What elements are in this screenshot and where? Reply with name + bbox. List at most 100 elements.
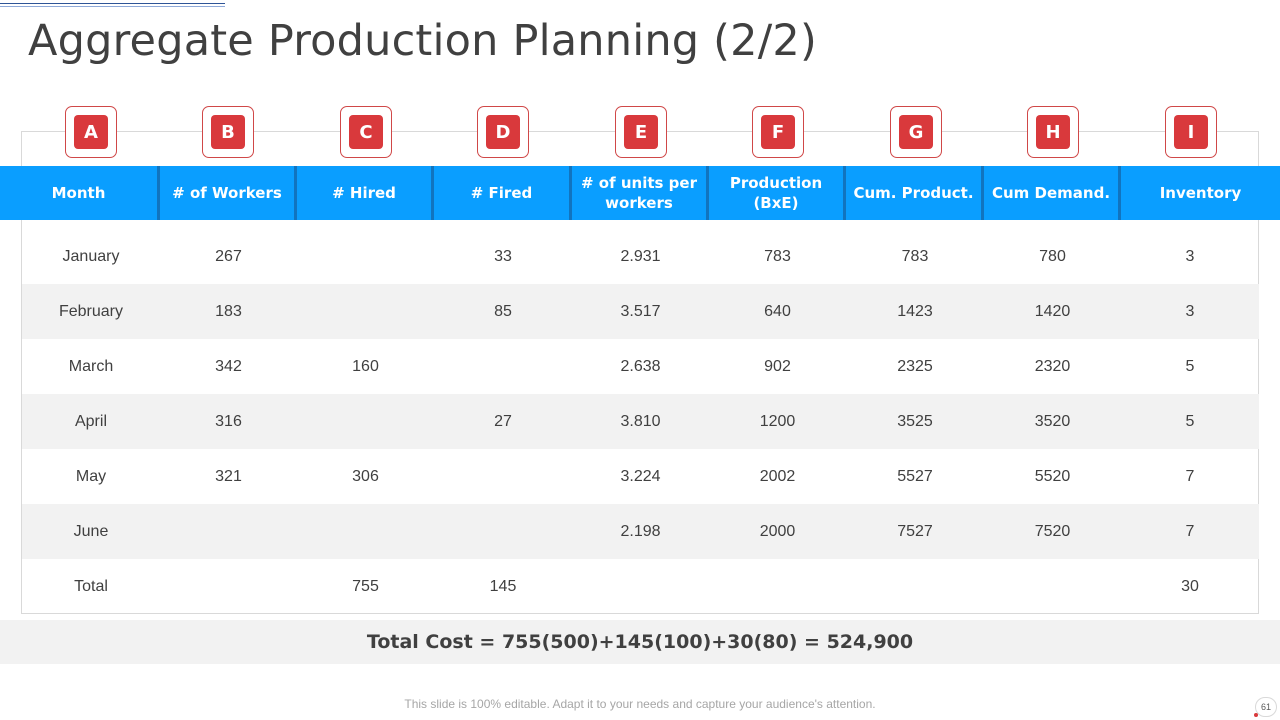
cell-month: January — [62, 247, 120, 265]
page-number-dot — [1254, 713, 1258, 717]
cell-cum-product: 2325 — [897, 357, 933, 375]
cell-month: April — [74, 412, 107, 430]
footer-note: This slide is 100% editable. Adapt it to… — [404, 697, 876, 711]
cell-fired — [434, 339, 572, 394]
table-row: March 342 160 2.638 902 2325 2320 5 — [22, 339, 1259, 394]
cell-units-per-worker — [572, 559, 709, 614]
cell-hired: 160 — [352, 357, 379, 375]
cell-workers — [160, 504, 297, 559]
header-units-per-worker: # of units per workers — [572, 166, 709, 220]
cell-workers — [160, 559, 297, 614]
cell-units-per-worker: 2.931 — [620, 247, 661, 265]
cell-cum-demand: 5520 — [1034, 467, 1071, 485]
cell-production: 2002 — [759, 467, 796, 485]
table-row: April 316 27 3.810 1200 3525 3520 5 — [22, 394, 1259, 449]
header-cum-product: Cum. Product. — [846, 166, 984, 220]
column-letter-label: C — [349, 115, 383, 149]
cell-units-per-worker: 3.810 — [620, 412, 661, 430]
cell-cum-product: 783 — [901, 247, 929, 265]
cell-inventory: 3 — [1185, 247, 1195, 265]
page-title: Aggregate Production Planning (2/2) — [28, 16, 817, 66]
cell-production: 783 — [764, 247, 791, 265]
cell-fired: 85 — [494, 302, 512, 320]
cell-fired — [434, 449, 572, 504]
cell-units-per-worker: 2.638 — [620, 357, 661, 375]
cell-cum-product: 5527 — [897, 467, 933, 485]
cell-cum-product: 7527 — [897, 522, 933, 540]
cell-workers: 267 — [215, 247, 242, 265]
column-letter-d: D — [477, 106, 529, 158]
cell-production: 1200 — [759, 412, 796, 430]
cell-inventory: 3 — [1185, 302, 1195, 320]
cell-production — [709, 559, 846, 614]
cell-cum-demand: 7520 — [1034, 522, 1071, 540]
column-letter-label: F — [761, 115, 795, 149]
cell-hired — [297, 284, 434, 339]
table-row-total: Total 755 145 30 — [22, 559, 1259, 614]
cell-production: 902 — [764, 357, 791, 375]
cell-inventory: 5 — [1185, 357, 1195, 375]
column-letter-label: G — [899, 115, 933, 149]
cell-fired — [434, 504, 572, 559]
page-number: 61 — [1255, 697, 1277, 717]
cell-fired: 33 — [494, 247, 512, 265]
table-header-row: Month # of Workers # Hired # Fired # of … — [0, 166, 1280, 220]
column-letter-label: I — [1174, 115, 1208, 149]
cell-workers: 316 — [215, 412, 242, 430]
cell-production: 2000 — [759, 522, 796, 540]
header-workers: # of Workers — [160, 166, 297, 220]
cell-cum-demand: 780 — [1039, 247, 1066, 265]
cell-inventory: 7 — [1185, 467, 1195, 485]
column-letter-a: A — [65, 106, 117, 158]
cell-hired: 755 — [352, 577, 379, 595]
column-letter-e: E — [615, 106, 667, 158]
cell-hired — [297, 504, 434, 559]
top-accent-line — [0, 3, 225, 4]
cell-inventory: 30 — [1181, 577, 1199, 595]
column-letter-g: G — [890, 106, 942, 158]
cell-workers: 183 — [215, 302, 242, 320]
cell-month: May — [75, 467, 107, 485]
table-row: May 321 306 3.224 2002 5527 5520 7 — [22, 449, 1259, 504]
cell-production: 640 — [764, 302, 791, 320]
cell-cum-demand: 1420 — [1034, 302, 1071, 320]
table-row: February 183 85 3.517 640 1423 1420 3 — [22, 284, 1259, 339]
cell-hired — [297, 394, 434, 449]
cell-month: June — [73, 522, 109, 540]
header-production: Production (BxE) — [709, 166, 846, 220]
total-cost-bar: Total Cost = 755(500)+145(100)+30(80) = … — [0, 620, 1280, 664]
table-row: January 267 33 2.931 783 783 780 3 — [22, 229, 1259, 284]
cell-cum-product: 1423 — [897, 302, 933, 320]
column-letter-i: I — [1165, 106, 1217, 158]
cell-cum-demand: 3520 — [1034, 412, 1071, 430]
column-letter-label: A — [74, 115, 108, 149]
cell-workers: 342 — [215, 357, 242, 375]
cell-units-per-worker: 2.198 — [620, 522, 661, 540]
cell-units-per-worker: 3.517 — [620, 302, 661, 320]
cell-month: Total — [74, 577, 108, 595]
cell-hired: 306 — [352, 467, 379, 485]
cell-units-per-worker: 3.224 — [620, 467, 661, 485]
header-hired: # Hired — [297, 166, 434, 220]
cell-fired: 145 — [489, 577, 517, 595]
cell-month: March — [68, 357, 114, 375]
cell-cum-product — [846, 559, 984, 614]
column-letter-b: B — [202, 106, 254, 158]
cell-fired: 27 — [494, 412, 512, 430]
top-accent-line-secondary — [0, 6, 225, 7]
cell-inventory: 5 — [1185, 412, 1195, 430]
header-cum-demand: Cum Demand. — [984, 166, 1121, 220]
table-row: June 2.198 2000 7527 7520 7 — [22, 504, 1259, 559]
cell-cum-demand: 2320 — [1034, 357, 1071, 375]
cell-cum-product: 3525 — [897, 412, 933, 430]
column-letter-h: H — [1027, 106, 1079, 158]
cell-hired — [297, 229, 434, 284]
column-letter-label: E — [624, 115, 658, 149]
cell-cum-demand — [984, 559, 1121, 614]
header-fired: # Fired — [434, 166, 572, 220]
cell-month: February — [58, 302, 124, 320]
column-letter-label: H — [1036, 115, 1070, 149]
total-cost-text: Total Cost = 755(500)+145(100)+30(80) = … — [366, 631, 914, 653]
column-letter-label: D — [486, 115, 520, 149]
column-letter-f: F — [752, 106, 804, 158]
